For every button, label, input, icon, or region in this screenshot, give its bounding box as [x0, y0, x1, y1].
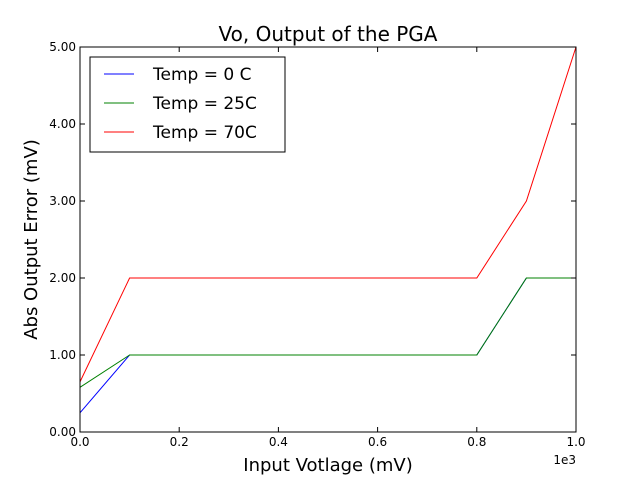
series-line-1 — [79, 277, 576, 388]
series-line-2 — [79, 46, 577, 383]
plot-frame — [79, 46, 577, 433]
x-tick-label: 0.4 — [269, 435, 288, 449]
legend-box — [89, 56, 286, 153]
y-tick-label: 1.00 — [49, 348, 76, 362]
y-tick-label: 5.00 — [49, 40, 76, 54]
x-axis-offset-label: 1e3 — [553, 453, 576, 467]
y-axis-label: Abs Output Error (mV) — [21, 139, 42, 340]
legend: Temp = 0 C Temp = 25C Temp = 70C — [89, 56, 286, 153]
x-tick-label: 0.2 — [170, 435, 189, 449]
legend-label-1: Temp = 25C — [152, 94, 257, 114]
y-tick-label: 0.00 — [49, 425, 76, 439]
chart-title: Vo, Output of the PGA — [219, 22, 438, 46]
y-tick-label: 4.00 — [49, 117, 76, 131]
x-axis-label: Input Votlage (mV) — [243, 455, 412, 476]
y-tick-label: 3.00 — [49, 194, 76, 208]
series-layer — [79, 46, 577, 414]
x-tick-label: 0.0 — [70, 435, 89, 449]
x-tick-label: 1.0 — [566, 435, 585, 449]
legend-label-2: Temp = 70C — [152, 123, 257, 143]
legend-label-0: Temp = 0 C — [152, 65, 251, 85]
x-tick-label: 0.6 — [368, 435, 387, 449]
y-tick-label: 2.00 — [49, 271, 76, 285]
x-tick-label: 0.8 — [467, 435, 486, 449]
ticks-layer: 0.0 0.2 0.4 0.6 0.8 1.0 0.00 1.00 2.00 3.00 4.00 5.… — [49, 40, 585, 449]
